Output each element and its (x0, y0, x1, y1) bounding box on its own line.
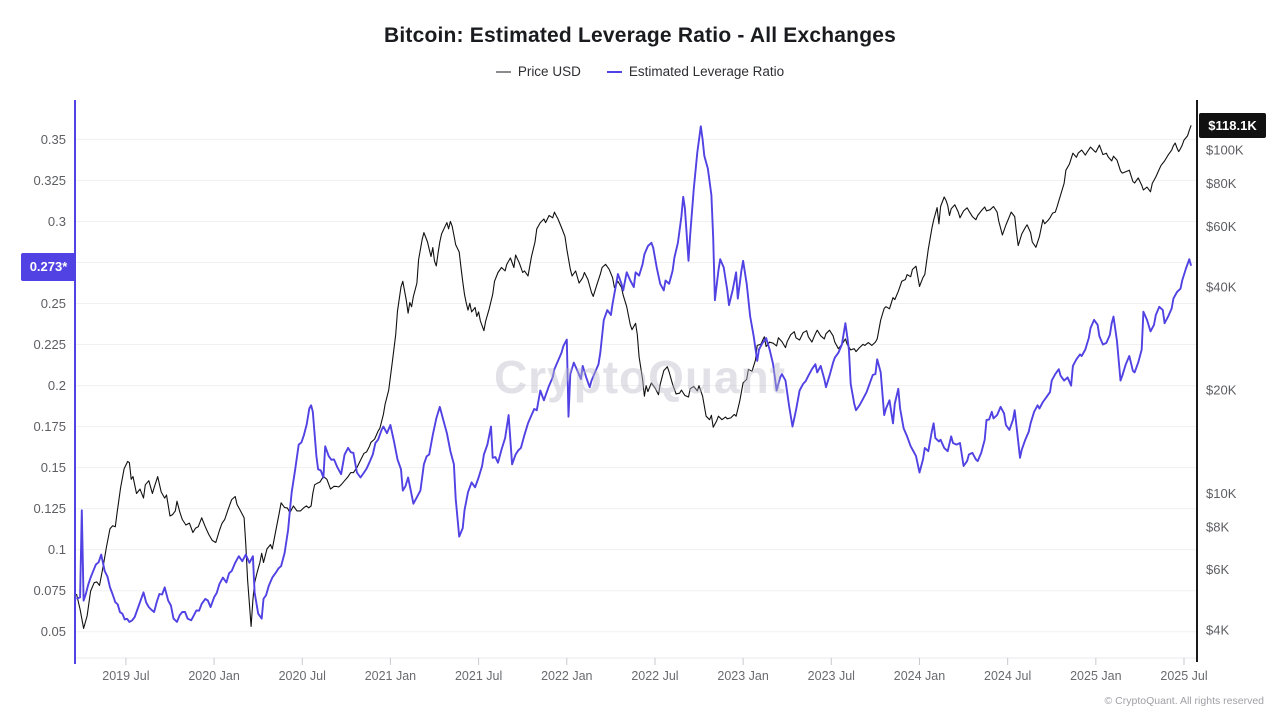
leverage-last-value-badge: 0.273* (21, 252, 76, 281)
right-axis-tick-label: $40K (1206, 279, 1237, 294)
left-axis-tick-label: 0.35 (41, 132, 66, 147)
legend: Price USD Estimated Leverage Ratio (0, 64, 1280, 79)
price-line-swatch-icon (495, 70, 511, 73)
x-axis-tick-label: 2025 Jan (1070, 669, 1121, 683)
x-axis-tick-label: 2022 Jul (631, 669, 678, 683)
right-axis-tick-label: $10K (1206, 486, 1237, 501)
legend-item-price[interactable]: Price USD (495, 64, 581, 79)
left-axis-tick-label: 0.2 (48, 378, 66, 393)
left-axis-tick-label: 0.075 (33, 583, 66, 598)
legend-label-price: Price USD (517, 64, 581, 79)
right-axis-tick-label: $6K (1206, 562, 1229, 577)
x-axis-tick-label: 2020 Jul (279, 669, 326, 683)
right-axis-tick-label: $20K (1206, 383, 1237, 398)
x-axis-tick-label: 2024 Jan (894, 669, 945, 683)
x-axis-tick-label: 2020 Jan (188, 669, 239, 683)
right-axis-tick-label: $8K (1206, 519, 1229, 534)
left-axis-tick-label: 0.25 (41, 296, 66, 311)
left-axis-tick-label: 0.325 (33, 173, 66, 188)
x-axis-tick-label: 2024 Jul (984, 669, 1031, 683)
x-axis-tick-label: 2019 Jul (102, 669, 149, 683)
x-axis-tick-label: 2021 Jul (455, 669, 502, 683)
left-axis-tick-label: 0.225 (33, 337, 66, 352)
left-axis-tick-label: 0.15 (41, 460, 66, 475)
x-axis-tick-label: 2023 Jul (808, 669, 855, 683)
x-axis-tick-label: 2025 Jul (1160, 669, 1207, 683)
x-axis-tick-label: 2021 Jan (365, 669, 416, 683)
series-line-price (76, 125, 1192, 629)
legend-item-leverage[interactable]: Estimated Leverage Ratio (606, 64, 785, 79)
left-axis-tick-label: 0.3 (48, 214, 66, 229)
left-axis-tick-label: 0.05 (41, 624, 66, 639)
x-axis-tick-label: 2022 Jan (541, 669, 592, 683)
x-axis-tick-label: 2023 Jan (717, 669, 768, 683)
copyright-notice: © CryptoQuant. All rights reserved (1104, 695, 1264, 707)
right-axis-tick-label: $60K (1206, 219, 1237, 234)
leverage-line-swatch-icon (606, 70, 622, 73)
left-axis-tick-label: 0.1 (48, 542, 66, 557)
price-last-value-badge: $118.1K (1199, 112, 1266, 138)
right-axis-tick-label: $80K (1206, 176, 1237, 191)
left-axis-tick-label: 0.175 (33, 419, 66, 434)
page-title: Bitcoin: Estimated Leverage Ratio - All … (384, 24, 896, 47)
series-line-leverage (76, 125, 1193, 623)
right-axis-tick-label: $100K (1206, 143, 1244, 158)
legend-label-leverage: Estimated Leverage Ratio (628, 64, 785, 79)
left-axis-tick-label: 0.125 (33, 501, 66, 516)
right-axis-tick-label: $4K (1206, 623, 1229, 638)
